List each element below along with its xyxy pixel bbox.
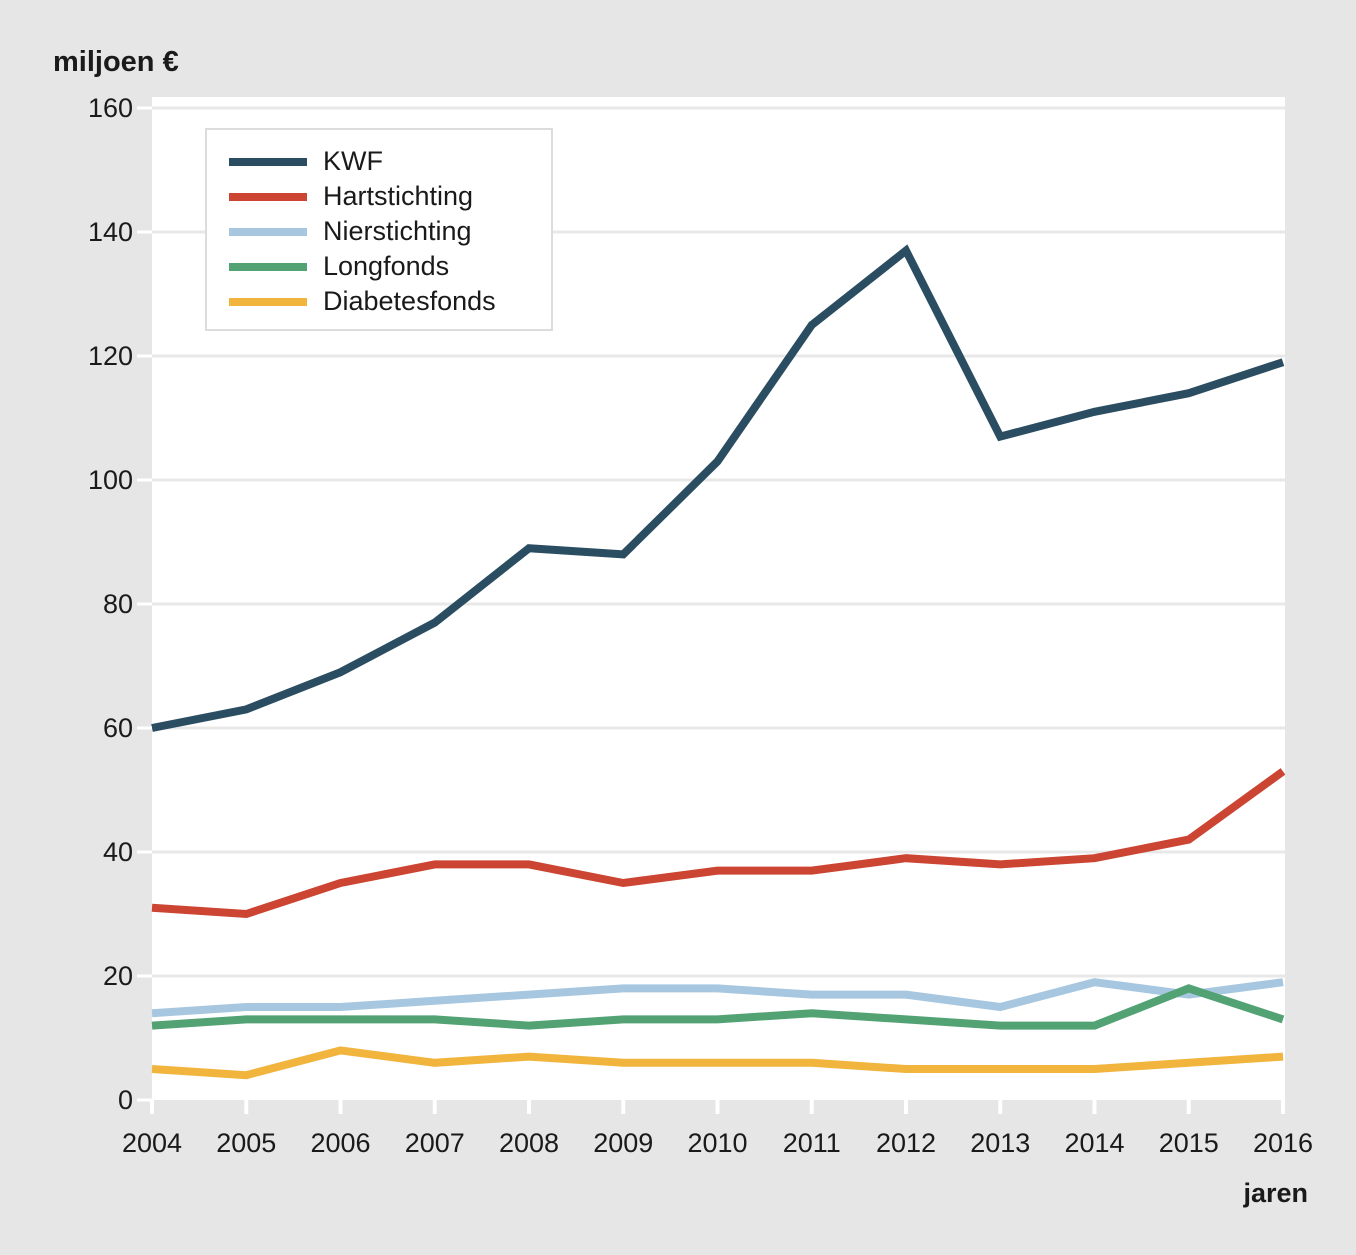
legend-swatch-nierstichting bbox=[229, 227, 307, 236]
legend-swatch-kwf bbox=[229, 157, 307, 166]
series-line-nierstichting bbox=[151, 978, 1284, 1018]
legend-label-nierstichting: Nierstichting bbox=[323, 216, 472, 246]
x-tick-label-2009: 2009 bbox=[593, 1128, 654, 1158]
x-tick-label-2012: 2012 bbox=[875, 1128, 937, 1158]
series-line-kwf bbox=[151, 244, 1285, 732]
x-tick-label-2007: 2007 bbox=[404, 1128, 465, 1158]
x-tick-label-2005: 2005 bbox=[216, 1128, 277, 1158]
legend-label-kwf: KWF bbox=[323, 146, 383, 176]
x-tick-label-2013: 2013 bbox=[970, 1128, 1031, 1158]
legend-swatch-hartstichting bbox=[229, 192, 307, 201]
y-tick-label-160: 160 bbox=[87, 93, 133, 123]
y-tick-label-120: 120 bbox=[87, 341, 133, 371]
x-tick-label-2008: 2008 bbox=[498, 1128, 560, 1158]
x-tick-label-2015: 2015 bbox=[1158, 1128, 1219, 1158]
y-tick-label-140: 140 bbox=[87, 217, 133, 247]
legend-item-nierstichting: Nierstichting bbox=[229, 214, 541, 249]
legend-item-longfonds: Longfonds bbox=[229, 249, 541, 284]
series-line-diabetesfonds bbox=[151, 1046, 1284, 1080]
series-line-longfonds bbox=[151, 984, 1285, 1030]
legend-label-hartstichting: Hartstichting bbox=[323, 181, 474, 211]
legend-swatch-longfonds bbox=[229, 262, 307, 271]
x-tick-label-2011: 2011 bbox=[782, 1128, 841, 1158]
legend-item-hartstichting: Hartstichting bbox=[229, 179, 541, 214]
x-tick-label-2004: 2004 bbox=[121, 1128, 183, 1158]
y-tick-label-80: 80 bbox=[102, 589, 133, 619]
x-tick-label-2016: 2016 bbox=[1252, 1128, 1314, 1158]
y-tick-label-20: 20 bbox=[102, 961, 133, 991]
y-tick-label-40: 40 bbox=[102, 837, 133, 867]
x-tick-label-2006: 2006 bbox=[310, 1128, 371, 1158]
y-tick-label-100: 100 bbox=[87, 465, 133, 495]
series-line-hartstichting bbox=[151, 768, 1286, 919]
legend-item-diabetesfonds: Diabetesfonds bbox=[229, 284, 541, 319]
x-axis-title: jaren bbox=[1243, 1178, 1308, 1208]
legend-label-diabetesfonds: Diabetesfonds bbox=[323, 286, 496, 316]
y-tick-label-60: 60 bbox=[102, 713, 133, 743]
y-axis-title: miljoen € bbox=[53, 46, 179, 78]
legend-swatch-diabetesfonds bbox=[229, 297, 307, 306]
legend-item-kwf: KWF bbox=[229, 144, 541, 179]
legend-label-longfonds: Longfonds bbox=[323, 251, 450, 281]
x-tick-label-2014: 2014 bbox=[1064, 1128, 1125, 1158]
x-tick-label-2010: 2010 bbox=[687, 1128, 748, 1158]
legend: KWF Hartstichting Nierstichting Longfonds Di… bbox=[205, 128, 553, 331]
y-tick-label-0: 0 bbox=[117, 1085, 133, 1115]
